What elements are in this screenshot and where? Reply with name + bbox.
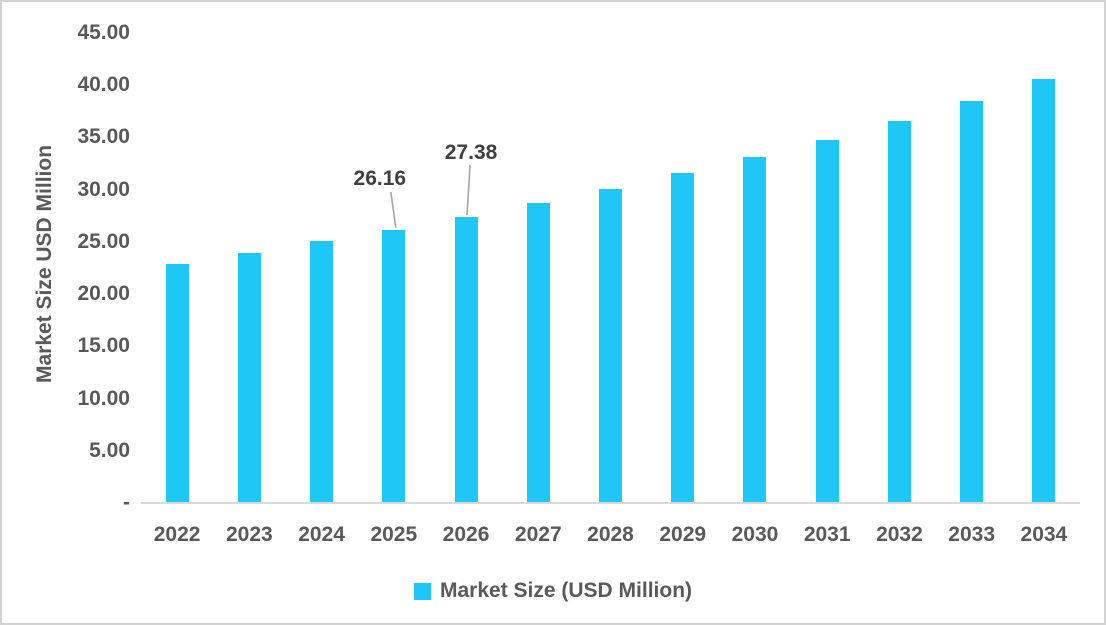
- x-tick-label-2031: 2031: [803, 523, 851, 546]
- x-tick-label-2028: 2028: [587, 523, 634, 546]
- x-tick-label-2022: 2022: [153, 523, 201, 546]
- x-tick-label-2032: 2032: [876, 523, 923, 546]
- y-tick-label: 5.00: [89, 438, 130, 462]
- x-tick-label-2023: 2023: [225, 523, 273, 546]
- x-tick-label-2027: 2027: [514, 523, 562, 546]
- bar-2023: [237, 252, 261, 502]
- bar-2024: [310, 241, 334, 502]
- x-tick-label-2025: 2025: [370, 523, 418, 546]
- y-tick-label: 40.00: [77, 73, 130, 97]
- x-axis-line: [141, 502, 1080, 504]
- bar-2029: [671, 173, 695, 502]
- leader-line-2026: [466, 164, 471, 216]
- bar-2022: [165, 263, 189, 502]
- bar-2027: [526, 203, 550, 502]
- data-label-2025: 26.16: [353, 167, 407, 190]
- bar-2031: [815, 140, 839, 502]
- data-label-2026: 27.38: [444, 141, 498, 164]
- x-tick-label-2024: 2024: [298, 523, 345, 546]
- y-tick-label: 10.00: [77, 386, 130, 410]
- legend-swatch-market-size: [413, 582, 431, 600]
- y-tick-label: 15.00: [77, 334, 130, 358]
- legend-label-market-size: Market Size (USD Million): [439, 579, 693, 602]
- y-tick-label: 35.00: [77, 125, 130, 149]
- y-tick-label: -: [123, 491, 130, 514]
- x-tick-label-2033: 2033: [948, 523, 995, 546]
- bar-2033: [960, 100, 984, 502]
- x-tick-label-2034: 2034: [1020, 523, 1068, 546]
- y-tick-label: 45.00: [77, 21, 130, 44]
- bar-2034: [1032, 78, 1056, 502]
- bar-2026: [454, 217, 478, 502]
- y-tick-label: 20.00: [77, 282, 130, 306]
- x-tick-label-2030: 2030: [731, 523, 779, 546]
- y-tick-label: 30.00: [77, 177, 130, 201]
- x-tick-label-2029: 2029: [659, 523, 707, 546]
- legend: Market Size (USD Million): [2, 579, 1104, 603]
- x-tick-label-2026: 2026: [442, 523, 490, 546]
- bar-2025: [382, 229, 406, 502]
- leader-line-2025: [390, 191, 397, 228]
- bar-2030: [743, 156, 767, 502]
- bar-2032: [887, 121, 911, 502]
- y-tick-label: 25.00: [77, 229, 130, 253]
- bar-2028: [599, 188, 622, 502]
